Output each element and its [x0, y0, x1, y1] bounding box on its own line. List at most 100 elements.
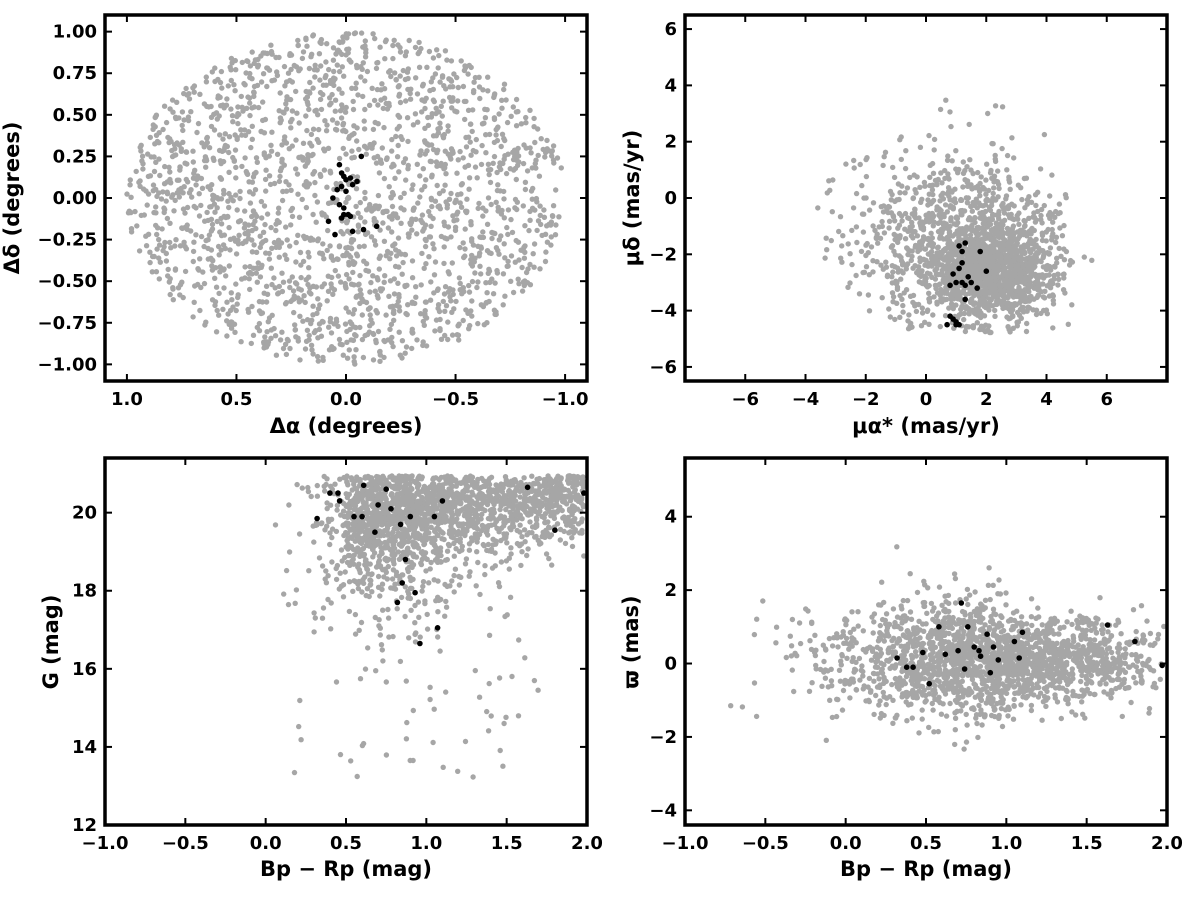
sky-field-point [442, 182, 448, 188]
sky-field-point [247, 200, 254, 206]
pm-field-point [1035, 287, 1041, 293]
pm-field-point [1047, 245, 1054, 251]
pm-field-point [866, 272, 872, 278]
sky-field-point [308, 342, 315, 348]
sky-field-point [469, 128, 475, 135]
sky-field-point [181, 239, 187, 245]
sky-field-point [441, 260, 447, 267]
sky-field-point [276, 283, 282, 290]
sky-field-point [318, 106, 325, 113]
sky-field-point [325, 273, 331, 279]
sky-field-point [380, 220, 386, 226]
pm-field-point [989, 215, 995, 222]
sky-field-point [541, 207, 547, 213]
sky-field-point [499, 105, 505, 111]
pm-field-point [892, 264, 898, 270]
sky-field-point [242, 155, 248, 161]
pm-field-point [1033, 217, 1040, 223]
pm-field-point [975, 231, 982, 237]
sky-field-point [224, 333, 230, 339]
sky-field-point [189, 194, 195, 200]
sky-field-point [444, 236, 450, 242]
sky-field-point [369, 145, 375, 151]
sky-field-point [484, 320, 490, 326]
sky-field-point [400, 259, 406, 266]
sky-field-point [361, 126, 368, 132]
sky-field-point [490, 291, 497, 297]
sky-field-point [254, 279, 260, 285]
sky-field-point [221, 285, 227, 291]
sky-field-point [442, 148, 448, 154]
sky-field-point [163, 258, 170, 264]
pm-field-point [976, 312, 982, 319]
sky-field-point [544, 137, 550, 144]
pm-field-point [910, 299, 916, 306]
pm-field-point [866, 308, 873, 314]
sky-field-point [215, 93, 221, 99]
sky-field-point [348, 337, 354, 343]
sky-field-point [259, 299, 266, 305]
sky-field-point [324, 122, 330, 128]
pm-field-point [977, 193, 983, 199]
sky-field-point [208, 228, 215, 234]
sky-field-point [306, 65, 313, 72]
pm-field-point [1001, 264, 1007, 270]
sky-field-point [435, 147, 441, 153]
pm-field-point [1009, 307, 1016, 313]
pm-field-point [890, 299, 896, 305]
pm-field-point [986, 329, 993, 336]
sky-field-point [527, 282, 534, 288]
sky-field-point [182, 160, 188, 166]
sky-field-point [281, 110, 287, 116]
sky-field-point [293, 259, 299, 265]
pm-field-point [1060, 271, 1067, 278]
sky-field-point [366, 102, 373, 109]
sky-field-point [543, 249, 549, 255]
sky-field-point [300, 258, 307, 265]
sky-field-point [485, 74, 491, 80]
pm-field-point [853, 190, 860, 197]
pm-field-point [909, 223, 915, 229]
sky-field-point [287, 243, 293, 249]
sky-field-point [251, 93, 257, 100]
cmd-field-point [517, 494, 523, 500]
sky-field-point [513, 96, 520, 103]
pm-field-point [847, 280, 853, 286]
sky-field-point [249, 213, 255, 220]
sky-field-point [381, 279, 387, 285]
sky-field-point [462, 65, 469, 71]
sky-field-point [254, 213, 260, 220]
sky-field-point [154, 138, 161, 145]
pm-field-point [868, 244, 875, 250]
sky-field-point [462, 226, 468, 232]
pm-field-point [931, 147, 937, 153]
sky-field-point [390, 310, 397, 316]
sky-field-point [312, 328, 319, 334]
sky-field-point [188, 109, 194, 115]
pm-field-point [902, 190, 908, 196]
sky-field-point [180, 127, 186, 134]
sky-member-point [358, 153, 365, 160]
sky-field-point [370, 126, 377, 133]
sky-field-point [367, 305, 373, 311]
sky-field-point [277, 115, 284, 121]
sky-field-point [464, 208, 470, 214]
pm-field-point [937, 292, 943, 298]
sky-field-point [197, 256, 203, 262]
pm-field-point [884, 273, 891, 280]
sky-field-point [513, 109, 520, 115]
sky-field-point [510, 289, 517, 296]
pm-field-point [908, 257, 914, 264]
sky-field-point [367, 289, 373, 295]
pm-field-point [943, 254, 949, 260]
sky-field-point [366, 329, 373, 335]
pm-field-point [965, 305, 971, 311]
sky-field-point [518, 121, 525, 127]
cmd-field-point [506, 555, 512, 561]
sky-field-point [470, 107, 476, 113]
sky-field-point [433, 105, 439, 112]
pm-field-point [999, 145, 1005, 152]
sky-field-point [544, 223, 550, 229]
sky-field-point [228, 77, 234, 84]
sky-field-point [406, 37, 412, 44]
